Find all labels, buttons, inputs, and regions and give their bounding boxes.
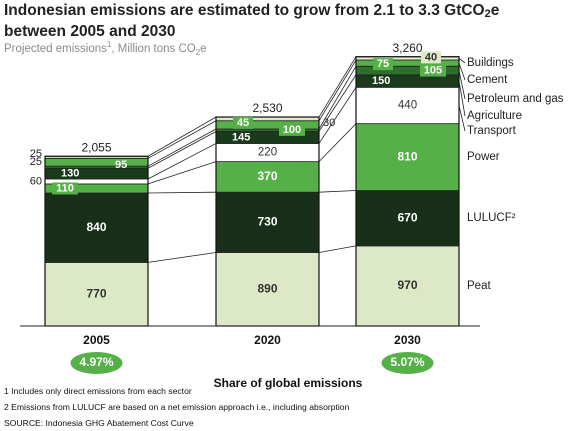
connector-line bbox=[147, 128, 217, 167]
connector-line bbox=[147, 143, 217, 180]
segment-label: 730 bbox=[257, 215, 277, 229]
total-label: 2,530 bbox=[252, 101, 282, 115]
series-label: Agriculture bbox=[467, 110, 522, 122]
segment-label: 130 bbox=[61, 168, 79, 180]
connector-line bbox=[147, 252, 217, 263]
label-badge bbox=[233, 116, 253, 129]
subtitle-main: Projected emissions bbox=[4, 42, 107, 55]
series-label: Peat bbox=[467, 280, 491, 292]
segment-label: 670 bbox=[397, 210, 417, 224]
connector-line bbox=[147, 161, 217, 185]
subtitle-subscript: 2 bbox=[195, 48, 201, 58]
category-label: 2005 bbox=[83, 333, 110, 347]
label-badge bbox=[279, 123, 305, 136]
bar-segment bbox=[355, 245, 460, 327]
connector-line bbox=[318, 56, 357, 118]
segment-label: 145 bbox=[232, 131, 250, 143]
bar-segment bbox=[215, 252, 320, 327]
segment-label: 970 bbox=[397, 278, 417, 292]
segment-label: 25 bbox=[30, 156, 42, 168]
connector-line bbox=[318, 245, 357, 253]
share-axis-title: Share of global emissions bbox=[214, 376, 363, 390]
segment-label: 105 bbox=[424, 64, 442, 76]
bar-segment bbox=[44, 157, 149, 167]
series-label: Cement bbox=[467, 74, 508, 86]
label-badge bbox=[420, 64, 446, 77]
footnote-2: 2 Emissions from LULUCF are based on a n… bbox=[4, 402, 350, 412]
category-label: 2020 bbox=[254, 333, 281, 347]
share-badge bbox=[70, 352, 123, 374]
series-label: Buildings bbox=[467, 57, 514, 69]
label-badge bbox=[52, 182, 78, 195]
connector-line bbox=[318, 87, 357, 144]
share-badge bbox=[381, 352, 434, 374]
title-line1: Indonesian emissions are estimated to gr… bbox=[4, 2, 485, 19]
connector-line bbox=[318, 123, 357, 162]
bar-segment bbox=[355, 123, 460, 191]
segment-label: 110 bbox=[56, 182, 74, 194]
bar-segment bbox=[355, 86, 460, 125]
chart-subtitle: Projected emissions1, Million tons CO2e bbox=[4, 40, 207, 57]
leader-line bbox=[458, 62, 466, 81]
title-subscript: 2 bbox=[484, 8, 491, 20]
series-label: Transport bbox=[467, 125, 517, 137]
series-label: Petroleum and gas bbox=[467, 93, 564, 105]
subtitle-footnote-mark: 1 bbox=[106, 40, 112, 49]
connector-line bbox=[318, 59, 357, 121]
leader-line bbox=[458, 81, 466, 117]
connector-line bbox=[318, 190, 357, 193]
chart-title: Indonesian emissions are estimated to gr… bbox=[4, 2, 564, 41]
segment-label: 440 bbox=[398, 99, 417, 111]
connector-line bbox=[318, 66, 357, 130]
segment-label: 370 bbox=[257, 169, 277, 183]
leader-line bbox=[458, 58, 466, 64]
segment-label: 810 bbox=[397, 149, 417, 163]
leader-line bbox=[458, 105, 466, 132]
bar-segment bbox=[215, 161, 320, 193]
connector-line bbox=[318, 74, 357, 132]
segment-label: 95 bbox=[115, 159, 127, 171]
title-suffix: e bbox=[490, 2, 500, 19]
series-label: LULUCF² bbox=[467, 212, 516, 224]
label-badge bbox=[373, 58, 393, 71]
series-label: Power bbox=[467, 151, 500, 163]
segment-label: 30 bbox=[323, 117, 335, 129]
segment-label: 150 bbox=[372, 75, 390, 87]
bar-segment bbox=[44, 192, 149, 263]
share-value: 4.97% bbox=[79, 355, 113, 369]
share-value: 5.07% bbox=[390, 355, 424, 369]
segment-label: 45 bbox=[237, 117, 249, 129]
connector-line bbox=[147, 120, 217, 159]
bar-segment bbox=[355, 190, 460, 247]
source-note: SOURCE: Indonesia GHG Abatement Cost Cur… bbox=[4, 418, 194, 428]
title-line2: between 2005 and 2030 bbox=[4, 23, 176, 40]
segment-label: 100 bbox=[283, 124, 301, 136]
segment-label: 220 bbox=[258, 147, 277, 159]
subtitle-unit: , Million tons CO bbox=[111, 42, 196, 55]
total-label: 3,260 bbox=[392, 41, 422, 55]
segment-label: 60 bbox=[30, 175, 42, 187]
total-label: 2,055 bbox=[81, 140, 111, 154]
segment-label: 25 bbox=[30, 148, 42, 160]
connector-line bbox=[147, 191, 217, 194]
connector-line bbox=[147, 131, 217, 169]
category-label: 2030 bbox=[394, 333, 421, 347]
footnote-1: 1 Includes only direct emissions from ea… bbox=[4, 386, 192, 396]
connector-line bbox=[147, 116, 217, 157]
segment-label: 840 bbox=[86, 220, 106, 234]
segment-label: 770 bbox=[86, 286, 106, 300]
leader-line bbox=[458, 70, 466, 100]
label-badge bbox=[421, 51, 441, 64]
segment-label: 75 bbox=[377, 58, 389, 70]
bar-segment bbox=[44, 261, 149, 327]
subtitle-end: e bbox=[200, 42, 207, 55]
segment-label: 890 bbox=[257, 281, 277, 295]
segment-label: 40 bbox=[425, 51, 437, 63]
